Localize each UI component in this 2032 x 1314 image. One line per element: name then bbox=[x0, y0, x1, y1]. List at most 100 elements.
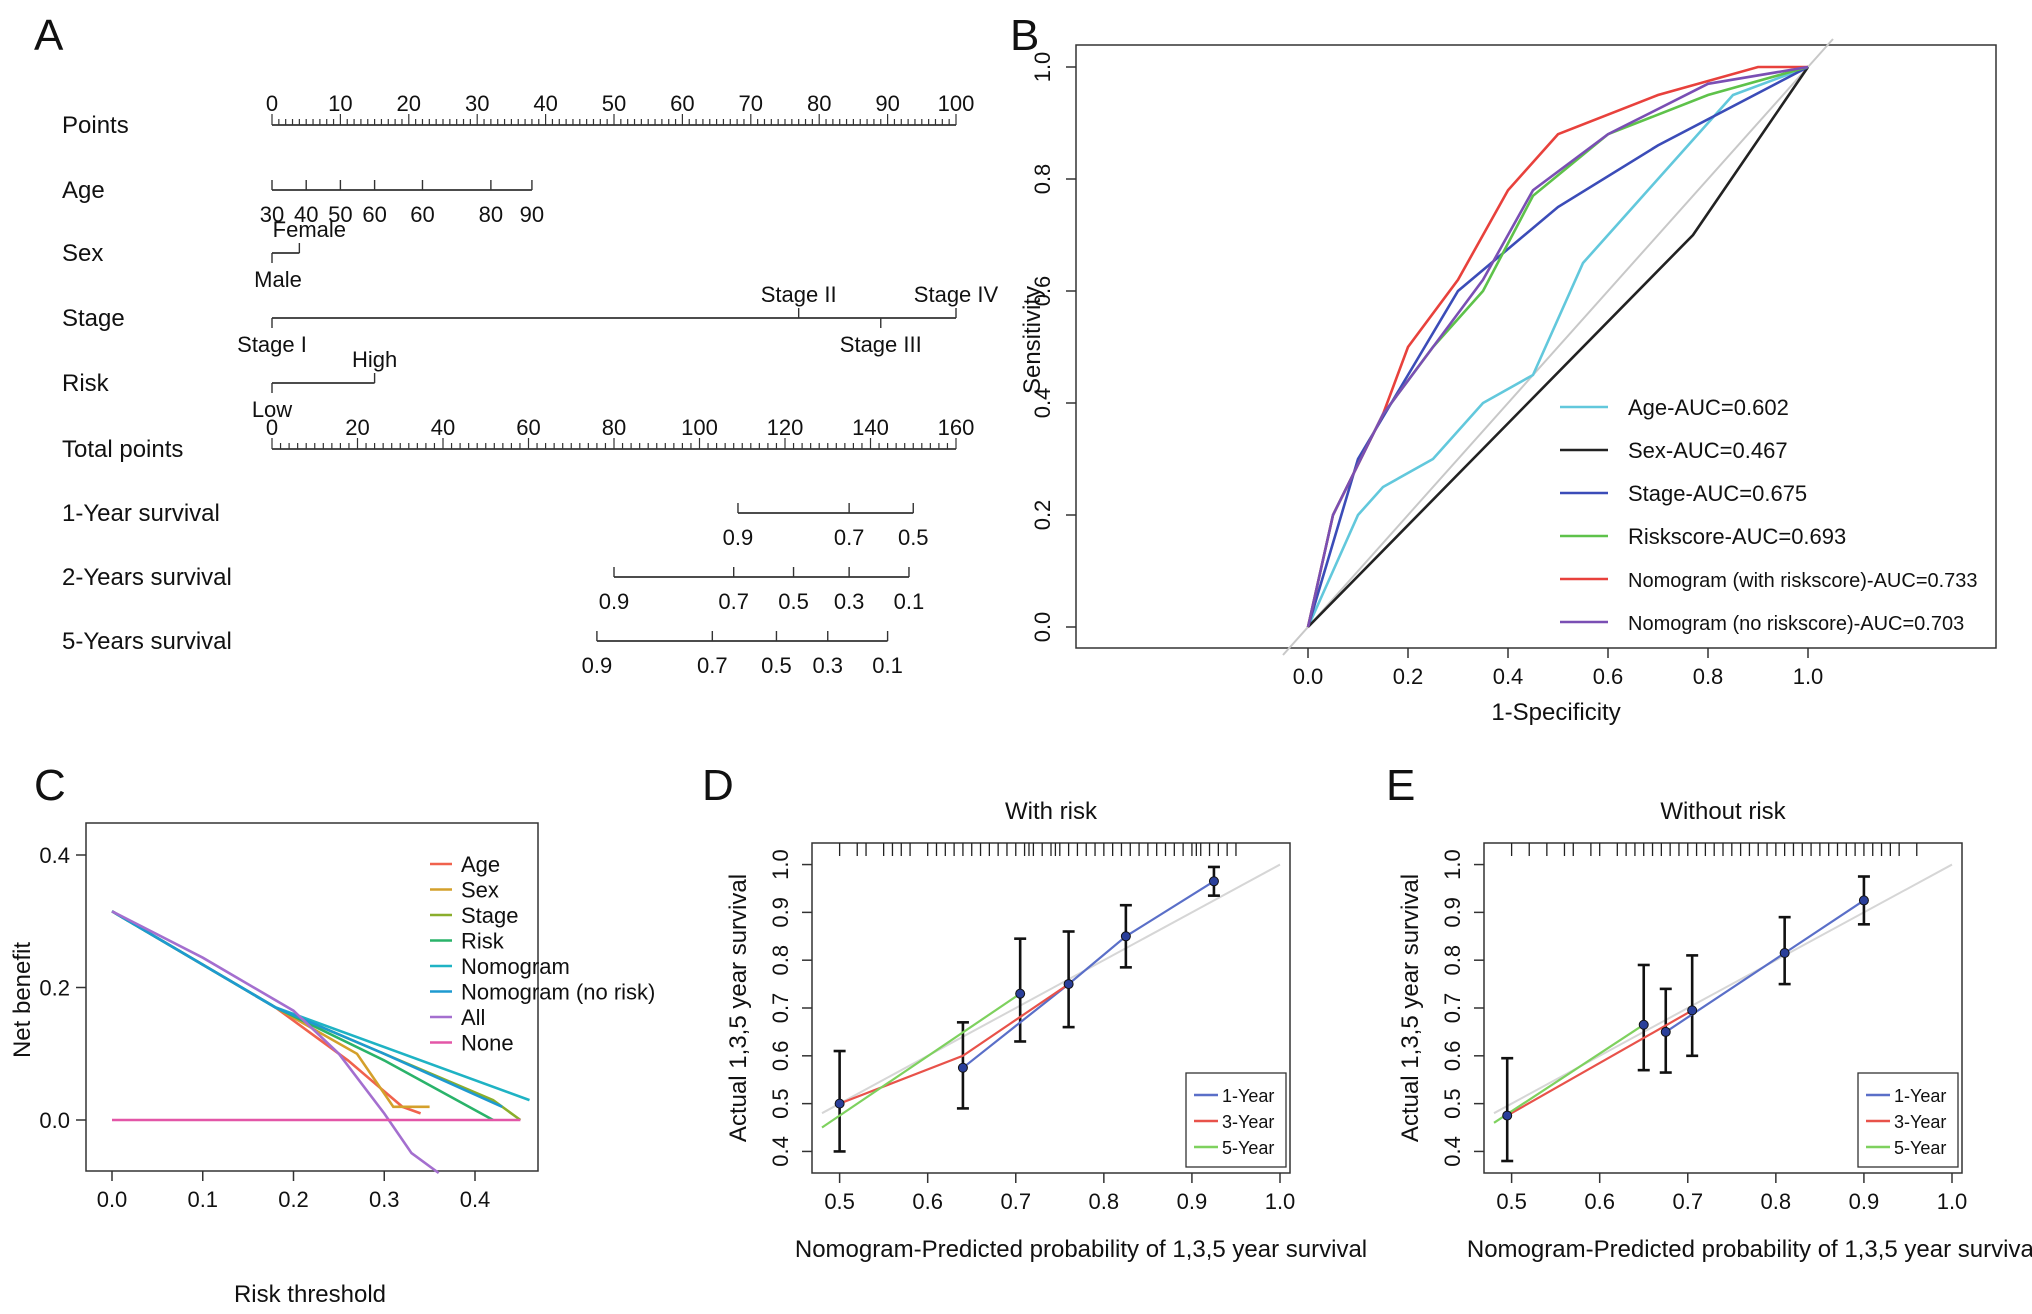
dca-series-risk bbox=[111, 910, 494, 1122]
dca-xtick-label: 0.1 bbox=[187, 1187, 218, 1212]
nomogram-label-surv2: 2-Years survival bbox=[62, 564, 232, 591]
cal-d-legend-label-3-year: 3-Year bbox=[1222, 1112, 1274, 1132]
roc-legend-label-age-auc-0-602: Age-AUC=0.602 bbox=[1628, 395, 1789, 420]
cal-d-ytick-label: 0.5 bbox=[768, 1088, 793, 1119]
dca-frame bbox=[85, 822, 539, 1172]
cal-e-ytick-label: 0.7 bbox=[1440, 993, 1465, 1024]
cal-e-xtick-label: 0.7 bbox=[1672, 1189, 1703, 1214]
nomogram-tick-label-points: 0 bbox=[266, 91, 278, 116]
roc-ytick-label: 1.0 bbox=[1030, 52, 1055, 83]
nomogram-tick-label-surv5: 0.9 bbox=[582, 653, 613, 678]
cal-d-ylabel: Actual 1,3,5 year survival bbox=[725, 874, 752, 1142]
cal-d-ytick-label: 0.9 bbox=[768, 897, 793, 928]
nomogram-tick-label-total: 100 bbox=[681, 415, 718, 440]
dca-legend-label-sex: Sex bbox=[461, 878, 499, 903]
decision-curve-panel-c: 0.0 0.2 0.4 0.0 0.1 0.2 0.3 0.4 Risk threshold Ne… bbox=[9, 822, 655, 1308]
cal-d-xtick-label: 0.8 bbox=[1089, 1189, 1120, 1214]
nomogram-tick-label-total: 160 bbox=[938, 415, 975, 440]
nomogram-tick-label-total: 120 bbox=[767, 415, 804, 440]
roc-legend-label-nomogram-no-riskscore-auc-0-703: Nomogram (no riskscore)-AUC=0.703 bbox=[1628, 613, 1964, 635]
nomogram-label-age: Age bbox=[62, 177, 105, 204]
cal-e-point bbox=[1779, 948, 1790, 959]
dca-series-all bbox=[111, 910, 440, 1175]
roc-xtick-label: 0.8 bbox=[1693, 664, 1724, 689]
nomogram-tick-label-sex: Male bbox=[254, 267, 302, 292]
dca-xtick-label: 0.3 bbox=[369, 1187, 400, 1212]
cal-d-xtick-label: 0.5 bbox=[824, 1189, 855, 1214]
cal-e-legend-label-3-year: 3-Year bbox=[1894, 1112, 1946, 1132]
roc-panel-b: 0.0 0.2 0.4 0.6 0.8 1.0 0.0 0.2 0.4 0.6 0.8 1.0 1-Sp… bbox=[1019, 38, 1997, 726]
nomogram-tick-label-stage: Stage IV bbox=[914, 282, 999, 307]
nomogram-tick-label-points: 40 bbox=[533, 91, 557, 116]
roc-xtick-label: 0.4 bbox=[1493, 664, 1524, 689]
dca-legend-label-none: None bbox=[461, 1031, 514, 1056]
nomogram-tick-label-sex: Female bbox=[273, 217, 346, 242]
dca-ylabel: Net benefit bbox=[9, 942, 36, 1058]
cal-d-ytick-label: 1.0 bbox=[768, 849, 793, 880]
cal-e-ylabel: Actual 1,3,5 year survival bbox=[1397, 874, 1424, 1142]
nomogram-tick-label-total: 60 bbox=[516, 415, 540, 440]
nomogram-label-surv5: 5-Years survival bbox=[62, 628, 232, 655]
cal-d-xtick-label: 0.6 bbox=[912, 1189, 943, 1214]
roc-xtick-label: 0.0 bbox=[1293, 664, 1324, 689]
cal-e-point bbox=[1858, 895, 1869, 906]
dca-legend-label-nomogram: Nomogram bbox=[461, 954, 570, 979]
cal-e-ytick-label: 0.6 bbox=[1440, 1041, 1465, 1072]
nomogram-tick-label-points: 70 bbox=[739, 91, 763, 116]
nomogram-tick-label-surv2: 0.5 bbox=[778, 589, 809, 614]
nomogram-tick-label-points: 60 bbox=[670, 91, 694, 116]
cal-e-point bbox=[1660, 1026, 1671, 1037]
cal-d-ytick-label: 0.6 bbox=[768, 1041, 793, 1072]
cal-d-point bbox=[1120, 931, 1131, 942]
cal-e-xlabel: Nomogram-Predicted probability of 1,3,5 … bbox=[1467, 1236, 2032, 1263]
roc-series-sex-auc-0-467 bbox=[1307, 66, 1810, 628]
nomogram-tick-label-total: 40 bbox=[431, 415, 455, 440]
nomogram-tick-label-age: 90 bbox=[520, 202, 544, 227]
dca-xtick-label: 0.0 bbox=[97, 1187, 128, 1212]
roc-ytick-label: 0.0 bbox=[1030, 612, 1055, 643]
cal-d-ytick-label: 0.7 bbox=[768, 993, 793, 1024]
cal-e-legend-label-5-year: 5-Year bbox=[1894, 1138, 1946, 1158]
roc-series-stage-auc-0-675 bbox=[1306, 65, 1809, 628]
cal-e-ytick-label: 0.4 bbox=[1440, 1136, 1465, 1167]
nomogram-tick-label-points: 80 bbox=[807, 91, 831, 116]
roc-legend-label-stage-auc-0-675: Stage-AUC=0.675 bbox=[1628, 481, 1807, 506]
roc-series-nomogram-no-riskscore-auc-0-703 bbox=[1306, 65, 1809, 628]
nomogram-tick-label-surv5: 0.7 bbox=[697, 653, 728, 678]
roc-ylabel: Sensitivity bbox=[1019, 286, 1046, 394]
cal-e-point bbox=[1638, 1019, 1649, 1030]
cal-d-ytick-label: 0.8 bbox=[768, 945, 793, 976]
nomogram-label-total: Total points bbox=[62, 436, 183, 463]
roc-xtick-label: 0.6 bbox=[1593, 664, 1624, 689]
nomogram-tick-label-age: 60 bbox=[410, 202, 434, 227]
cal-e-xtick-label: 0.9 bbox=[1849, 1189, 1880, 1214]
dca-xtick-label: 0.4 bbox=[460, 1187, 491, 1212]
cal-d-xlabel: Nomogram-Predicted probability of 1,3,5 … bbox=[795, 1236, 1367, 1263]
dca-series-nomogram-no-risk bbox=[111, 910, 503, 1108]
nomogram-tick-label-surv1: 0.5 bbox=[898, 525, 929, 550]
cal-d-xtick-label: 0.9 bbox=[1177, 1189, 1208, 1214]
cal-e-series-5-year bbox=[1493, 1023, 1645, 1124]
nomogram-label-surv1: 1-Year survival bbox=[62, 500, 220, 527]
cal-e-xtick-label: 0.5 bbox=[1496, 1189, 1527, 1214]
roc-ytick-label: 0.4 bbox=[1030, 388, 1055, 419]
dca-ytick-label: 0.2 bbox=[39, 976, 70, 1001]
roc-ytick-label: 0.8 bbox=[1030, 164, 1055, 195]
cal-e-xtick-label: 0.6 bbox=[1584, 1189, 1615, 1214]
panel-letter-d: D bbox=[702, 761, 734, 810]
nomogram-tick-label-age: 80 bbox=[479, 202, 503, 227]
cal-d-point bbox=[1208, 876, 1219, 887]
roc-xlabel: 1-Specificity bbox=[1491, 699, 1620, 726]
cal-e-ytick-label: 1.0 bbox=[1440, 849, 1465, 880]
cal-d-point bbox=[957, 1062, 968, 1073]
cal-e-series-3-year bbox=[1506, 1009, 1693, 1117]
nomogram-tick-label-surv2: 0.1 bbox=[894, 589, 925, 614]
dca-xtick-label: 0.2 bbox=[278, 1187, 309, 1212]
nomogram-tick-label-total: 80 bbox=[602, 415, 626, 440]
nomogram-tick-label-stage: Stage I bbox=[237, 332, 307, 357]
nomogram-tick-label-age: 60 bbox=[362, 202, 386, 227]
nomogram-tick-label-surv2: 0.9 bbox=[599, 589, 630, 614]
cal-d-legend-label-5-year: 5-Year bbox=[1222, 1138, 1274, 1158]
panel-letter-b: B bbox=[1010, 11, 1039, 60]
